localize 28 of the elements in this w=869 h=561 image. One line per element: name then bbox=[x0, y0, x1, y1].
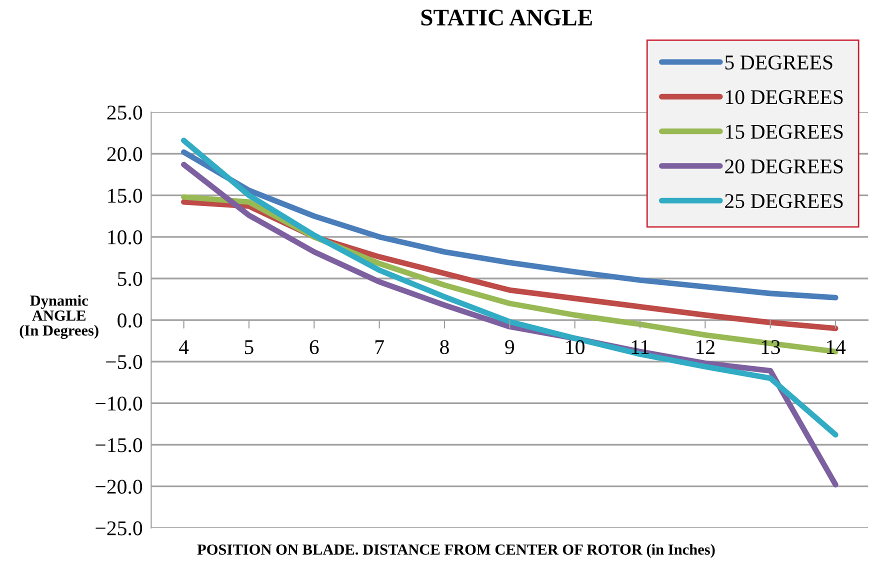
y-tick-label: 15.0 bbox=[108, 188, 142, 203]
x-tick-label: 8 bbox=[440, 340, 449, 354]
legend-label: 25 DEGREES bbox=[725, 194, 843, 208]
y-tick-label: 0.0 bbox=[118, 313, 142, 328]
y-tick-label: −15.0 bbox=[96, 438, 142, 452]
x-tick-label: 9 bbox=[505, 340, 514, 354]
y-tick-label: 5.0 bbox=[118, 272, 142, 286]
x-tick-label: 6 bbox=[310, 340, 319, 354]
y-tick-label: 10.0 bbox=[108, 230, 142, 244]
legend-label: 10 DEGREES bbox=[726, 90, 843, 104]
y-tick-label: −20.0 bbox=[96, 480, 142, 494]
y-tick-label: −5.0 bbox=[106, 354, 142, 370]
x-tick-label: 10 bbox=[566, 340, 584, 354]
x-tick-label: 5 bbox=[244, 340, 254, 354]
y-tick-label: −25.0 bbox=[96, 521, 142, 536]
x-axis-title: POSITION ON BLADE. DISTANCE FROM CENTER OF ROTOR (in Inches) bbox=[197, 544, 715, 558]
chart-title: STATIC ANGLE bbox=[421, 10, 592, 26]
x-tick-label: 14 bbox=[826, 340, 846, 354]
x-tick-label: 4 bbox=[178, 340, 189, 354]
x-tick-label: 12 bbox=[696, 340, 714, 354]
y-tick-label: 20.0 bbox=[107, 147, 142, 162]
y-axis-title: Dynamic ANGLE (In Degrees) bbox=[20, 295, 98, 339]
y-tick-label: 25.0 bbox=[107, 106, 142, 120]
legend-label: 5 DEGREES bbox=[725, 56, 832, 70]
x-tick-label: 7 bbox=[375, 340, 384, 354]
legend-label: 20 DEGREES bbox=[725, 159, 843, 174]
legend-label: 15 DEGREES bbox=[726, 124, 843, 139]
y-tick-label: −10.0 bbox=[96, 396, 142, 411]
